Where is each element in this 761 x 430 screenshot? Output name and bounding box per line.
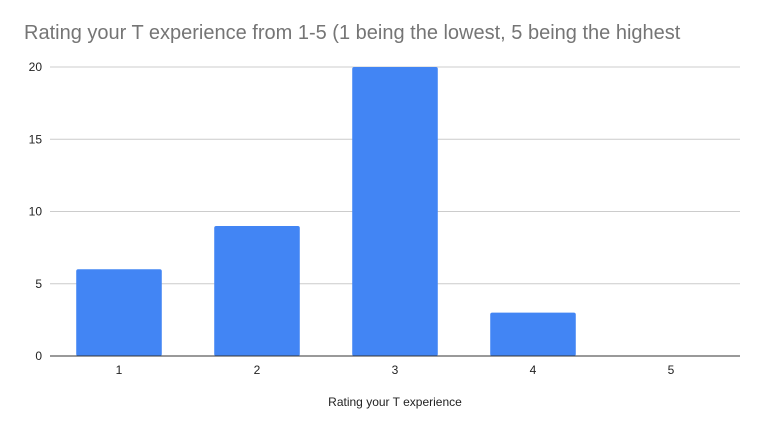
x-axis-label: Rating your T experience bbox=[328, 395, 462, 409]
x-axis-ticks: 1 2 3 4 5 bbox=[116, 363, 675, 377]
y-axis-ticks: 0 5 10 15 20 bbox=[29, 60, 43, 363]
chart-title: Rating your T experience from 1-5 (1 bei… bbox=[24, 22, 681, 44]
x-tick-label: 1 bbox=[116, 363, 123, 377]
y-tick-label: 10 bbox=[29, 205, 43, 219]
x-tick-label: 5 bbox=[668, 363, 675, 377]
bar-2 bbox=[214, 225, 300, 356]
y-tick-label: 20 bbox=[29, 60, 43, 74]
bar-1 bbox=[76, 269, 162, 356]
y-tick-label: 5 bbox=[35, 277, 42, 291]
bar-4 bbox=[490, 312, 576, 356]
y-tick-label: 0 bbox=[35, 349, 42, 363]
x-tick-label: 3 bbox=[392, 363, 399, 377]
x-tick-label: 2 bbox=[254, 363, 261, 377]
bar-3 bbox=[352, 67, 438, 356]
x-tick-label: 4 bbox=[530, 363, 537, 377]
bars bbox=[76, 67, 576, 356]
y-tick-label: 15 bbox=[29, 132, 43, 146]
